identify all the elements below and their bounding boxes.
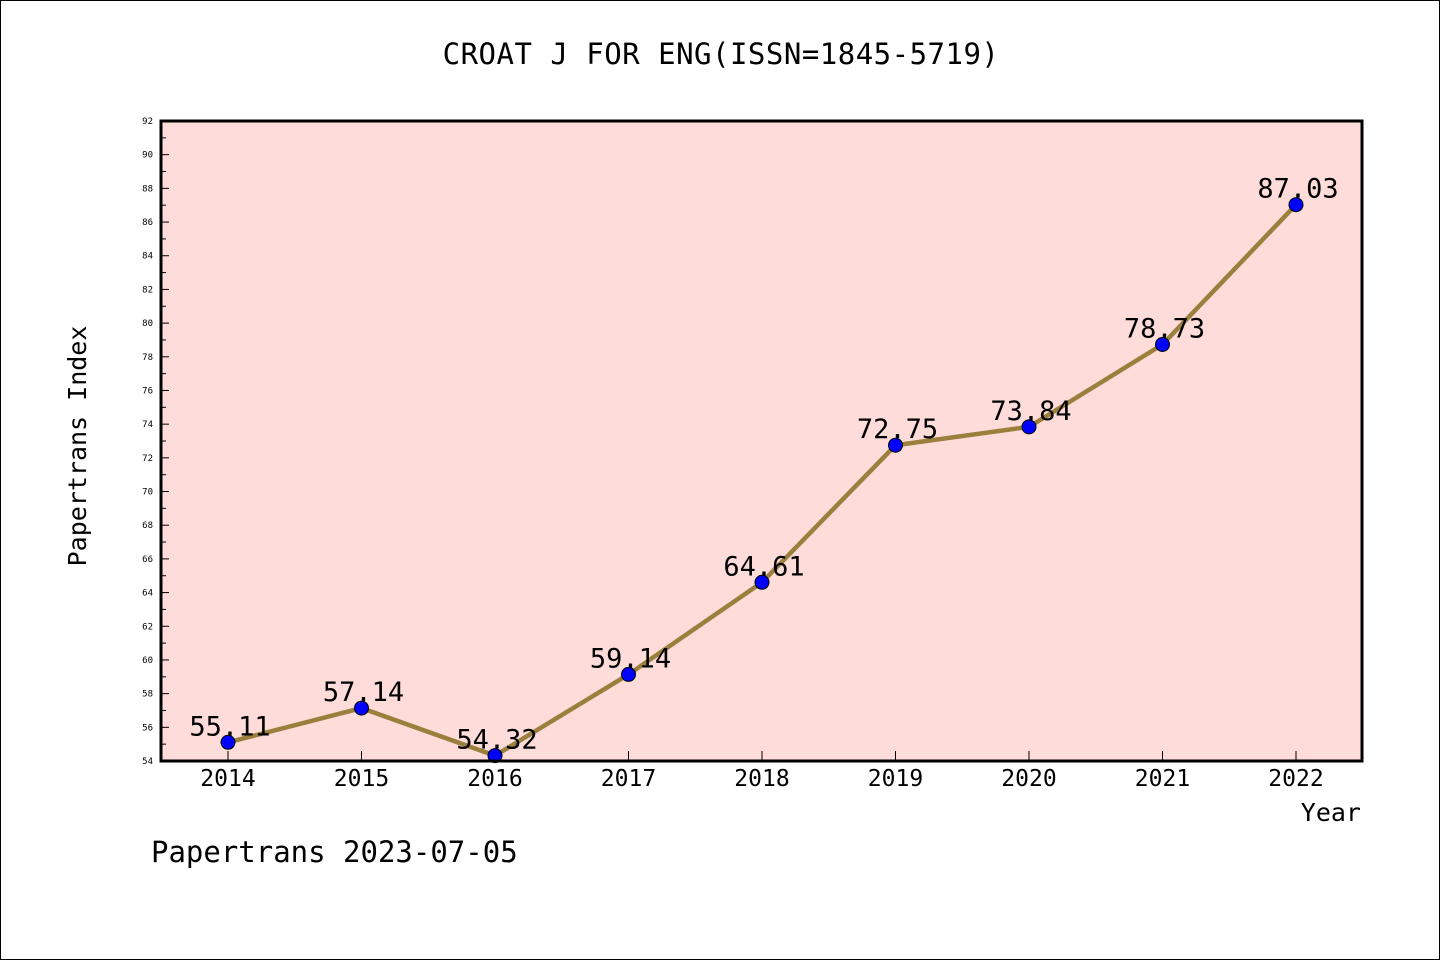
footer-note: Papertrans 2023-07-05 [151, 835, 518, 869]
data-point [1155, 336, 1170, 352]
y-tick-label: 82 [142, 285, 153, 295]
y-axis-ticks: 54 56 58 60 62 64 66 68 70 72 74 76 78 80 82 84 86 88 90 92 [142, 117, 169, 767]
data-point [354, 700, 369, 716]
y-tick-label: 80 [142, 319, 153, 329]
data-label: 87.03 [1257, 174, 1338, 205]
data-label: 78.73 [1124, 313, 1205, 344]
data-point [1288, 197, 1304, 213]
y-tick-label: 76 [142, 386, 153, 396]
data-label: 73.84 [990, 396, 1071, 427]
y-tick-label: 56 [142, 723, 153, 733]
y-axis-label: Papertrans Index [63, 326, 92, 567]
data-label: 55.11 [189, 711, 270, 742]
y-tick-label: 60 [142, 656, 153, 666]
data-point [621, 666, 636, 682]
y-tick-label: 62 [142, 622, 153, 632]
x-tick-label: 2015 [334, 766, 389, 792]
y-tick-label: 92 [142, 117, 153, 127]
x-tick-label: 2019 [868, 766, 923, 792]
x-tick-label: 2021 [1135, 766, 1190, 792]
data-point [888, 437, 903, 453]
y-tick-label: 84 [142, 252, 153, 262]
data-point [754, 574, 770, 590]
data-label: 57.14 [323, 677, 404, 708]
plot-area [161, 121, 1362, 761]
y-tick-label: 86 [142, 218, 153, 228]
x-axis-ticks: 2014 2015 2016 2017 2018 2019 2020 2021 2022 [200, 751, 1324, 792]
data-label: 72.75 [857, 414, 938, 445]
y-tick-label: 66 [142, 555, 153, 565]
y-tick-label: 68 [142, 521, 153, 531]
y-tick-label: 72 [142, 454, 153, 464]
data-markers [220, 197, 1304, 764]
x-axis-label: Year [1301, 798, 1361, 827]
y-tick-label: 88 [142, 184, 153, 194]
y-tick-label: 74 [142, 420, 153, 430]
data-point [220, 734, 236, 750]
y-tick-label: 54 [142, 757, 153, 767]
data-label: 54.32 [456, 725, 537, 756]
data-label: 64.61 [723, 551, 804, 582]
x-tick-label: 2020 [1001, 766, 1056, 792]
data-label: 59.14 [590, 643, 671, 674]
x-tick-label: 2017 [601, 766, 656, 792]
y-tick-label: 58 [142, 690, 153, 700]
y-tick-label: 64 [142, 589, 153, 599]
data-point [1021, 419, 1037, 435]
y-tick-label: 78 [142, 353, 153, 363]
y-tick-label: 70 [142, 488, 153, 498]
x-tick-label: 2016 [467, 766, 522, 792]
data-labels: 55.11 57.14 54.32 59.14 64.61 72.75 73.84 78.73… [189, 174, 1338, 756]
chart-title: CROAT J FOR ENG(ISSN=1845-5719) [442, 37, 1000, 71]
x-tick-label: 2018 [734, 766, 789, 792]
x-tick-label: 2014 [200, 766, 255, 792]
plot-frame [159, 119, 1364, 763]
x-tick-label: 2022 [1268, 766, 1323, 792]
y-tick-label: 90 [142, 151, 153, 161]
data-point [487, 748, 503, 764]
